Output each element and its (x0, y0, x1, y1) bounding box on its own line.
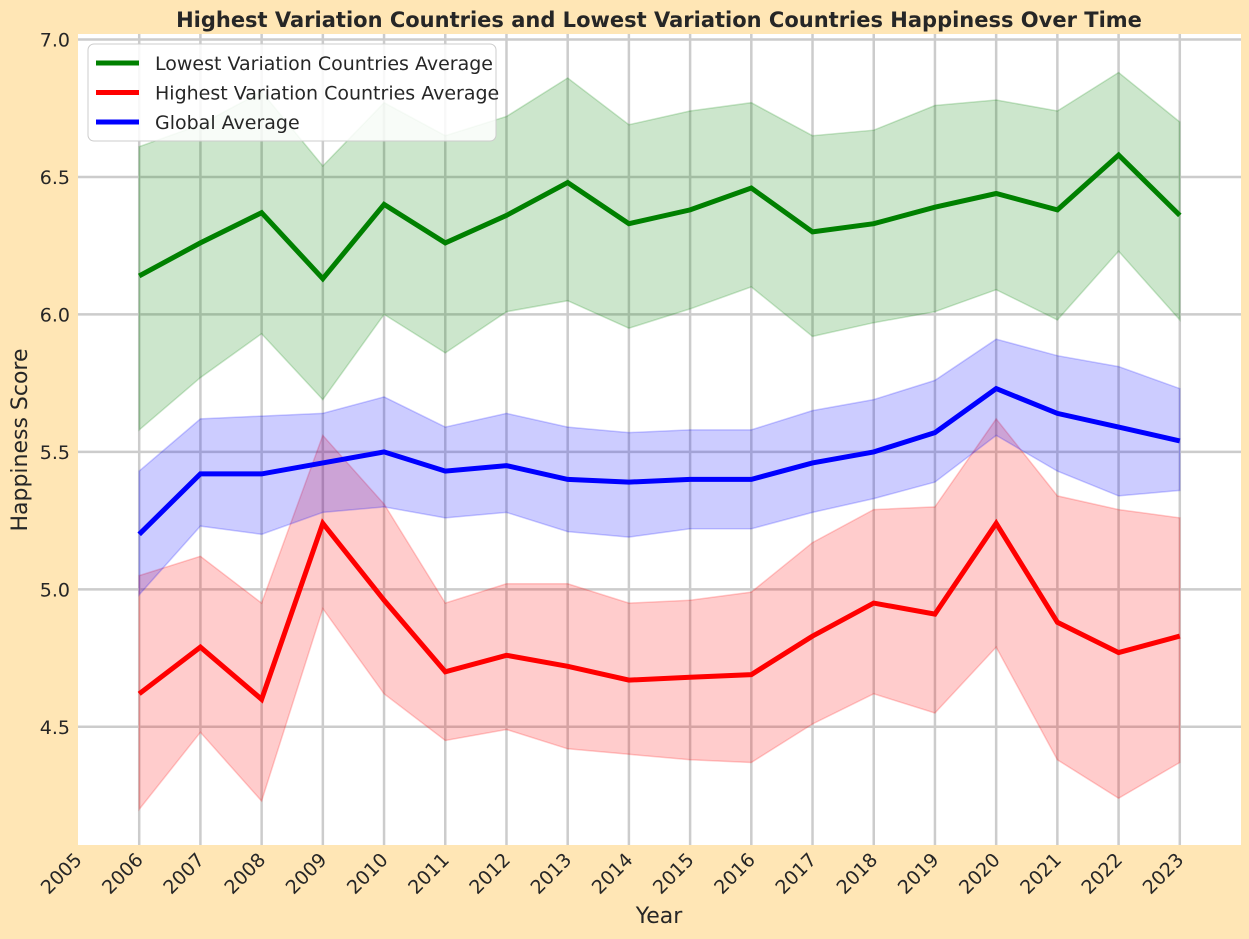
x-tick-label: 2016 (710, 849, 760, 899)
x-tick-label: 2009 (282, 849, 332, 899)
y-tick-label: 6.5 (40, 167, 70, 189)
x-tick-label: 2015 (649, 849, 699, 899)
legend: Lowest Variation Countries Average Highes… (87, 43, 499, 142)
x-tick-label: 2020 (955, 849, 1005, 899)
y-tick-label: 7.0 (40, 29, 70, 51)
x-tick-label: 2006 (98, 849, 148, 899)
x-tick-label: 2019 (894, 849, 944, 899)
x-tick-label: 2007 (159, 849, 209, 899)
x-tick-label: 2017 (771, 849, 821, 899)
x-tick-label: 2011 (404, 849, 454, 899)
series-band-0 (138, 71, 1181, 432)
y-tick-label: 5.0 (40, 579, 70, 601)
x-tick-label: 2010 (343, 849, 393, 899)
series-line-2 (137, 385, 1181, 537)
y-tick-label: 5.5 (40, 442, 70, 464)
plot-area (78, 34, 1241, 845)
x-tick-label: 2018 (833, 849, 883, 899)
y-tick-label: 4.5 (40, 717, 70, 739)
y-tick-labels: 4.5 5.0 5.5 6.0 6.5 7.0 (40, 29, 70, 738)
confidence-bands (138, 71, 1181, 812)
legend-box (87, 43, 497, 142)
y-axis-label: Happiness Score (8, 348, 33, 531)
series-lines (137, 151, 1182, 704)
x-tick-label: 2021 (1016, 849, 1066, 899)
series-band-1 (138, 417, 1181, 812)
grid-lines (78, 34, 1241, 845)
legend-label-2: Global Average (155, 112, 300, 134)
series-line-0 (138, 151, 1182, 283)
series-line-1 (137, 518, 1181, 704)
legend-label-0: Lowest Variation Countries Average (155, 53, 493, 75)
x-tick-labels: 2005 2006 2007 2008 2009 2010 2011 2012 2013 2014… (37, 849, 1189, 899)
legend-label-1: Highest Variation Countries Average (155, 83, 499, 105)
x-axis-label: Year (635, 904, 684, 929)
x-tick-label: 2005 (37, 849, 87, 899)
y-tick-label: 6.0 (40, 304, 70, 326)
x-tick-label: 2008 (220, 849, 270, 899)
chart-title: Highest Variation Countries and Lowest V… (176, 8, 1142, 32)
series-band-2 (138, 338, 1181, 597)
x-tick-label: 2013 (526, 849, 576, 899)
x-tick-label: 2023 (1139, 849, 1189, 899)
x-tick-label: 2014 (588, 849, 638, 899)
x-tick-label: 2012 (465, 849, 515, 899)
x-tick-label: 2022 (1077, 849, 1127, 899)
